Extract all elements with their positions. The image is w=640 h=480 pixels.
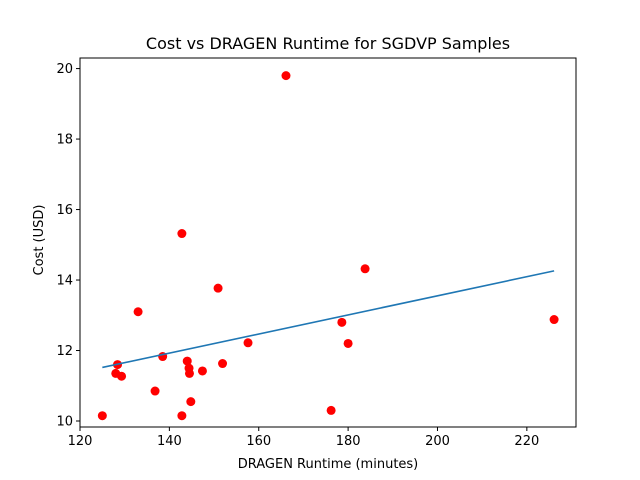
x-tick-label: 180 — [336, 434, 361, 449]
plot-frame — [79, 57, 577, 428]
y-tick-label: 18 — [56, 133, 73, 148]
data-point — [337, 317, 347, 327]
data-point — [326, 405, 336, 415]
data-point — [243, 338, 253, 348]
data-point — [133, 307, 143, 317]
data-point — [213, 283, 223, 293]
chart-title: Cost vs DRAGEN Runtime for SGDVP Samples — [146, 34, 510, 53]
x-tick-label: 140 — [157, 434, 182, 449]
data-point — [549, 315, 559, 325]
data-point — [117, 371, 127, 381]
data-point — [177, 411, 187, 421]
x-tick-label: 120 — [68, 434, 93, 449]
data-point — [184, 368, 194, 378]
data-point — [343, 338, 353, 348]
axes: 120 140 160 180 200 220 10 12 14 16 18 20 — [56, 57, 577, 449]
data-point — [97, 411, 107, 421]
plot-area — [97, 71, 559, 421]
x-tick-label: 220 — [514, 434, 539, 449]
data-point — [150, 386, 160, 396]
data-point — [177, 229, 187, 239]
data-point — [281, 71, 291, 81]
y-tick-label: 10 — [56, 415, 73, 430]
y-tick-label: 20 — [56, 62, 73, 77]
trend-line — [102, 270, 555, 369]
data-point — [218, 359, 228, 369]
y-tick-label: 16 — [56, 203, 73, 218]
data-point — [186, 397, 196, 407]
y-tick-label: 14 — [56, 274, 73, 289]
x-axis-label: DRAGEN Runtime (minutes) — [238, 457, 419, 472]
data-point — [197, 366, 207, 376]
y-tick-label: 12 — [56, 344, 73, 359]
data-point — [360, 264, 370, 274]
data-point — [182, 356, 192, 366]
x-tick-label: 200 — [425, 434, 450, 449]
y-axis-label: Cost (USD) — [32, 205, 47, 276]
x-tick-label: 160 — [246, 434, 271, 449]
